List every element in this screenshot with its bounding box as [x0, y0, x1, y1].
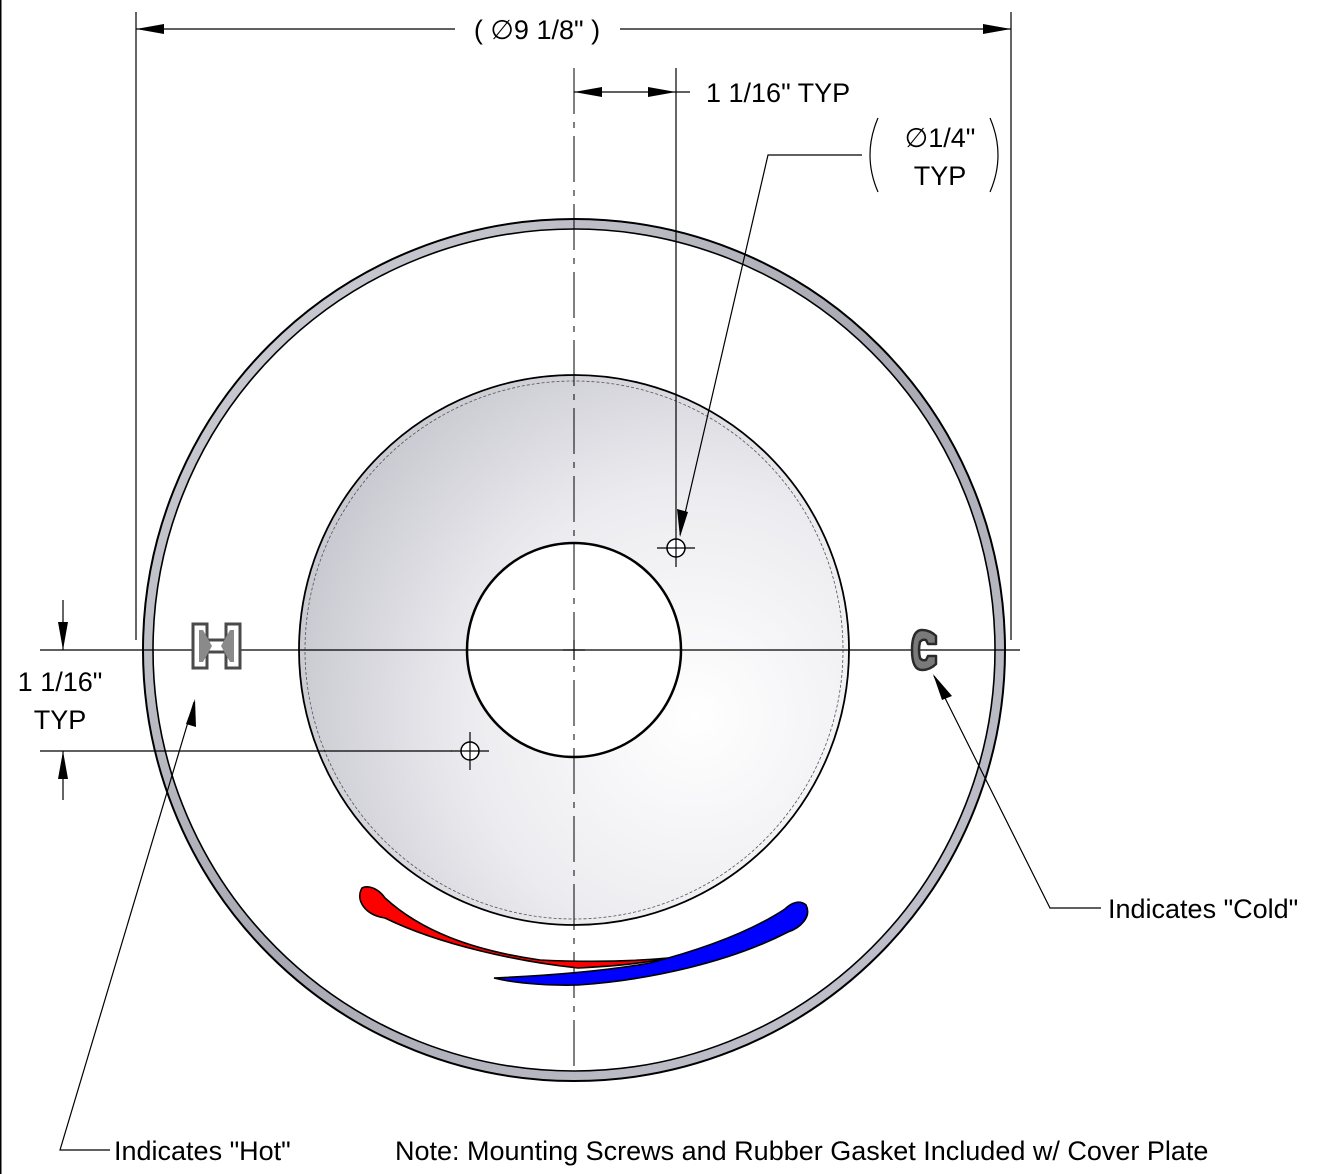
arrow-cold: [933, 674, 952, 700]
arrow-vertical-bottom: [58, 751, 68, 779]
hole-diameter-label-line2: TYP: [914, 161, 967, 191]
arrow-diameter-left: [136, 24, 164, 34]
hot-callout-label: Indicates "Hot": [114, 1136, 291, 1166]
arrow-diameter-right: [983, 24, 1011, 34]
arrow-offset-right: [648, 87, 676, 97]
screw-hole-lower: [451, 732, 489, 770]
hot-symbol-icon: [191, 622, 242, 670]
hole-diameter-leader: [679, 154, 862, 536]
note-text: Note: Mounting Screws and Rubber Gasket …: [395, 1136, 1208, 1166]
hole-diameter-paren-right: [989, 117, 999, 193]
vertical-offset-label-line1: 1 1/16": [18, 667, 103, 697]
arrow-vertical-top: [58, 622, 68, 650]
screw-hole-upper: [657, 529, 695, 567]
arrow-hot: [186, 699, 196, 727]
hole-diameter-paren-left: [869, 117, 879, 193]
horizontal-offset-label: 1 1/16" TYP: [706, 78, 850, 108]
overall-diameter-label: ( ∅9 1/8" ): [474, 15, 600, 45]
cold-callout-label: Indicates "Cold": [1108, 894, 1298, 924]
cold-leader-line: [933, 675, 1101, 909]
vertical-offset-label-line2: TYP: [34, 705, 87, 735]
arrow-offset-left: [574, 87, 602, 97]
cold-symbol-icon: [910, 628, 938, 672]
arrow-hole-diameter: [677, 509, 688, 537]
cold-indicator-arc: [493, 901, 809, 986]
hole-diameter-label-line1: ∅1/4": [905, 123, 976, 153]
hot-leader-line: [59, 701, 195, 1151]
